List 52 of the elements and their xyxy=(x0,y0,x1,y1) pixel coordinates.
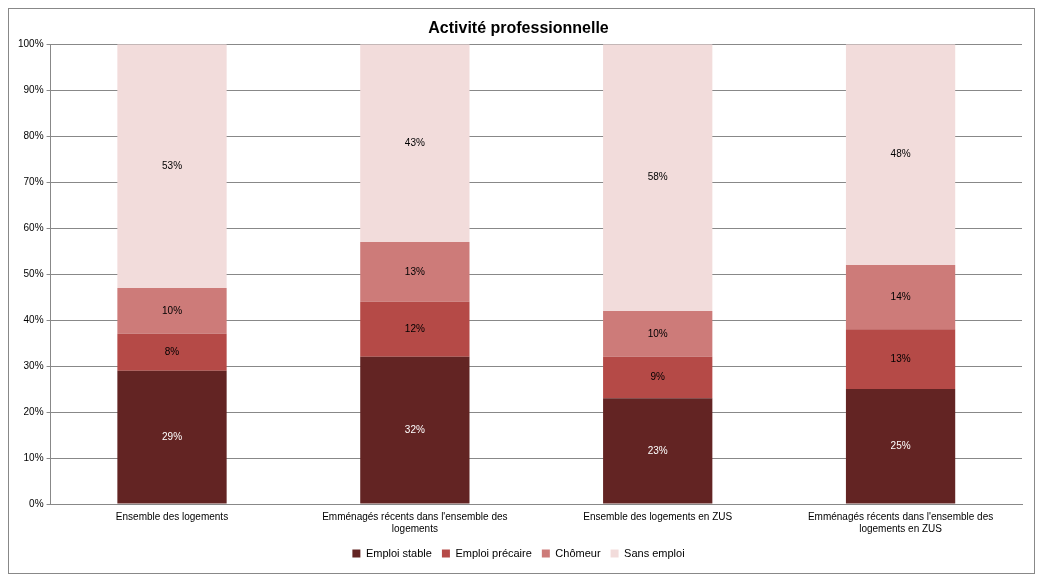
y-tick-label: 90% xyxy=(23,83,44,95)
legend-label: Sans emploi xyxy=(624,546,685,559)
bar xyxy=(360,301,470,357)
legend-label: Emploi précaire xyxy=(455,546,532,559)
data-label: 8% xyxy=(164,346,180,358)
data-label: 58% xyxy=(647,171,668,183)
y-tick-label: 100% xyxy=(18,37,44,49)
data-label: 12% xyxy=(404,323,425,335)
bar xyxy=(845,329,956,390)
bar xyxy=(845,264,956,330)
x-tick-label: Emménagés récents dans l'ensemble des logements xyxy=(322,510,508,534)
chart-title: Activité professionnelle xyxy=(428,19,609,37)
bar xyxy=(360,356,470,504)
bar xyxy=(117,44,227,288)
data-label: 14% xyxy=(890,290,911,302)
data-label: 13% xyxy=(404,265,425,277)
y-tick-label: 80% xyxy=(23,129,44,141)
legend-label: Chômeur xyxy=(555,546,601,559)
y-tick-label: 70% xyxy=(23,175,44,187)
bar xyxy=(603,356,713,399)
x-tick-label: Emménagés récents dans l'ensemble des logements en ZUS xyxy=(807,510,994,534)
y-tick-label: 50% xyxy=(23,267,44,279)
x-tick-label: Ensemble des logements en ZUS xyxy=(583,510,733,522)
y-tick-label: 30% xyxy=(23,359,44,371)
bar xyxy=(845,44,956,265)
bar xyxy=(360,241,470,302)
data-label: 9% xyxy=(650,371,666,383)
data-label: 23% xyxy=(647,444,668,456)
bar xyxy=(360,44,470,242)
bar xyxy=(845,389,956,504)
y-tick-label: 40% xyxy=(23,313,44,325)
data-label: 53% xyxy=(162,159,183,171)
y-tick-label: 0% xyxy=(29,497,44,509)
y-tick-label: 10% xyxy=(23,451,44,463)
data-label: 10% xyxy=(162,304,183,316)
bar xyxy=(117,287,227,334)
data-label: 10% xyxy=(647,327,668,339)
data-label: 29% xyxy=(162,430,183,442)
legend-label: Emploi stable xyxy=(365,546,432,559)
data-label: 48% xyxy=(890,148,911,160)
bar xyxy=(603,44,713,311)
y-tick-label: 20% xyxy=(23,405,44,417)
y-tick-label: 60% xyxy=(23,221,44,233)
bar xyxy=(603,310,713,357)
x-tick-label: Ensemble des logements xyxy=(115,510,229,522)
bar xyxy=(117,333,227,371)
bar xyxy=(117,370,227,504)
data-label: 25% xyxy=(890,440,911,452)
data-label: 43% xyxy=(404,136,425,148)
bar xyxy=(603,398,713,504)
data-label: 13% xyxy=(890,352,911,364)
data-label: 32% xyxy=(404,423,425,435)
